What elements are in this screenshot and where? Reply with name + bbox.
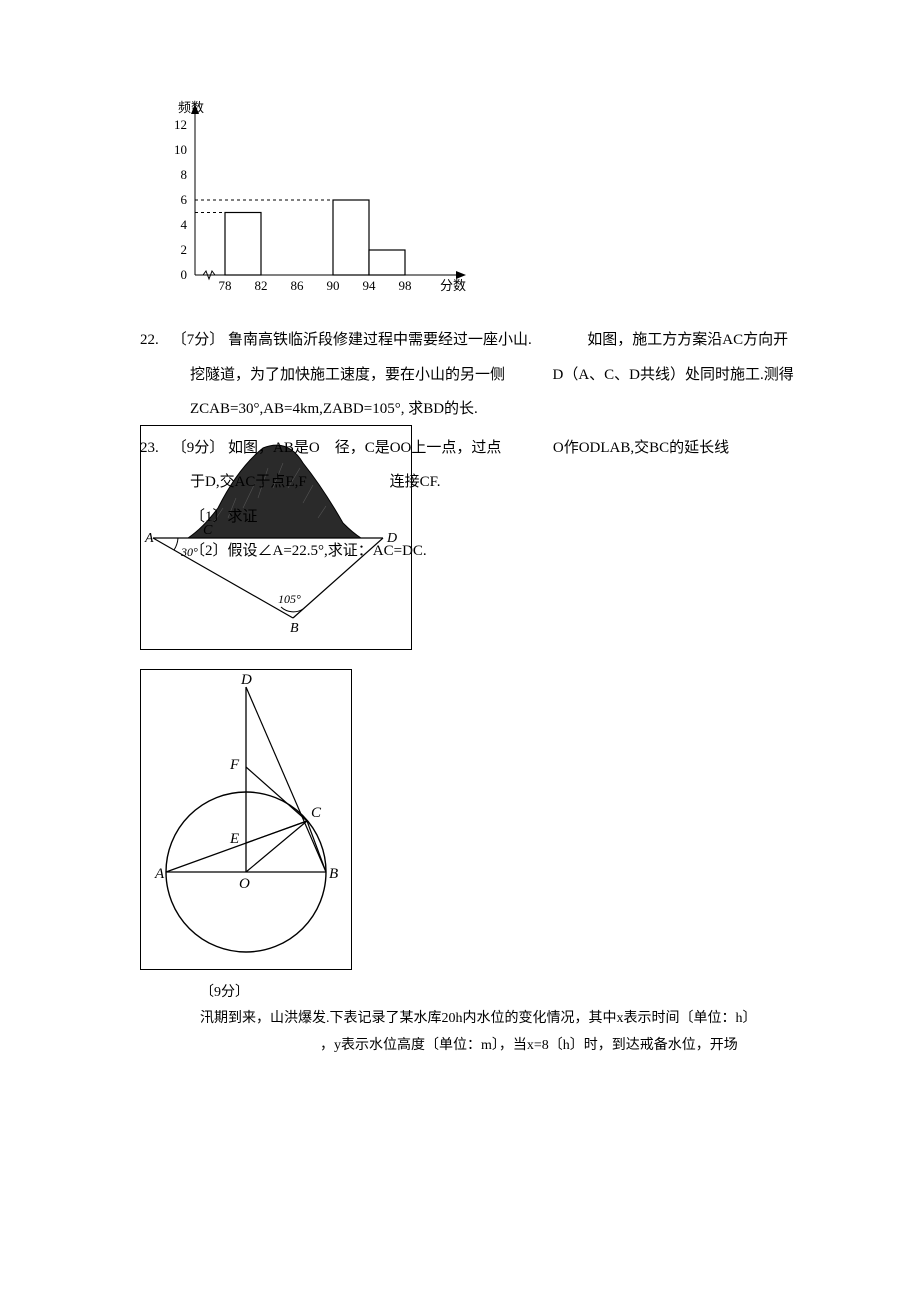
q23-text-1b: O作ODLAB,交BC的延长线 [553,440,729,456]
q22-line1: 22. 〔7分〕 鲁南高铁临沂段修建过程中需要经过一座小山. 如图，施工方方案沿… [140,323,810,358]
histogram-figure: 频数 0 2 4 6 8 10 12 78 82 86 [140,90,810,305]
label23-b: B [329,866,338,882]
bar-94-98 [369,250,405,275]
figure-23-box: A B O C D E F [140,669,352,970]
line-bd [246,687,326,872]
label23-c: C [311,805,322,821]
q23-text-block: 23. 〔9分〕 如图，AB是O直径，C是OO上一点，过点 O作ODLAB,交B… [140,431,810,569]
q22-text-1b: 如图，施工方方案沿AC方向开 [587,332,788,348]
q23-line2: 于D,交AC于点E,F是BE的中点,连接CF. [140,465,810,500]
label23-e: E [229,831,239,847]
problem-24: 〔9分〕汛期到来，山洪爆发.下表记录了某水库20h内水位的变化情况，其中x表示时… [140,980,810,1060]
label23-a: A [154,866,165,882]
label-b: B [290,621,299,634]
q23-text-2end: 连接CF. [390,474,441,490]
histogram-x-label: 分数 [440,278,466,293]
problem-23: 30° 105° A C D B 23. 〔9分〕 如图，AB是O直径，C是OO… [140,431,810,659]
q24-line2-text: ，y表示水位高度〔单位：m〕，当x=8〔h〕时，到达戒备水位，开场 [320,1038,738,1053]
histogram-svg: 频数 0 2 4 6 8 10 12 78 82 86 [140,90,475,300]
label23-f: F [229,757,240,773]
q22-points: 〔7分〕 [172,332,225,348]
line-co [246,821,307,872]
histogram-y-label: 频数 [178,100,204,115]
q22-text-3: ZCAB=30°,AB=4km,ZABD=105°, 求BD的长. [190,401,478,417]
bar-90-94 [333,200,369,275]
bar-78-82 [225,213,261,276]
q22-text-2b: D（A、C、D共线）处同时施工.测得 [553,367,794,383]
x-tick-94: 94 [363,278,377,293]
q23-text-1a: 如图，AB是O [228,440,320,456]
y-tick-12: 12 [174,117,187,132]
y-tick-6: 6 [181,192,188,207]
x-tick-82: 82 [255,278,268,293]
x-ticks: 78 82 86 90 94 98 [219,278,412,293]
problem-22: 22. 〔7分〕 鲁南高铁临沂段修建过程中需要经过一座小山. 如图，施工方方案沿… [140,323,810,427]
y-tick-0: 0 [181,267,188,282]
q23-number: 23. [140,431,168,466]
angle-abd-label: 105° [278,592,301,606]
q23-points: 〔9分〕 [172,440,225,456]
q22-text-1a: 鲁南高铁临沂段修建过程中需要经过一座小山. [228,332,532,348]
line-ce [246,821,307,843]
q23-sub1-text: 〔1〕求证 [190,509,258,525]
y-tick-10: 10 [174,142,187,157]
page-content: 频数 0 2 4 6 8 10 12 78 82 86 [0,0,920,1119]
q24-line1: 汛期到来，山洪爆发.下表记录了某水库20h内水位的变化情况，其中x表示时间〔单位… [200,1011,757,1026]
y-tick-4: 4 [181,217,188,232]
q22-number: 22. [140,323,168,358]
q23-sub1: 〔1〕求证 [140,500,810,535]
q24-points: 〔9分〕 [200,985,249,1000]
q23-text-2: 于D,交AC于点E,F [190,474,307,490]
x-tick-86: 86 [291,278,305,293]
q23-sub2: 〔2〕假设∠A=22.5°,求证：AC=DC. [140,534,810,569]
q22-line2: 挖隧道，为了加快施工速度，要在小山的另一侧 D（A、C、D共线）处同时施工.测得 [140,358,810,393]
y-tick-2: 2 [181,242,188,257]
x-tick-98: 98 [399,278,412,293]
label23-o: O [239,876,250,892]
q23-sub2-text: 〔2〕假设∠A=22.5°,求证：AC=DC. [190,543,427,559]
q24-line2: ，y表示水位高度〔单位：m〕，当x=8〔h〕时，到达戒备水位，开场 [200,1033,800,1060]
x-tick-78: 78 [219,278,232,293]
angle-abd-arc [281,607,303,612]
x-tick-90: 90 [327,278,340,293]
q22-text-2a: 挖隧道，为了加快施工速度，要在小山的另一侧 [190,367,505,383]
figure-23-svg: A B O C D E F [143,672,349,962]
y-tick-8: 8 [181,167,188,182]
line-cf [246,767,307,821]
q23-text-1mid: 径，C是OO上一点，过点 [335,440,502,456]
label23-d: D [240,672,252,688]
y-ticks: 0 2 4 6 8 10 12 [174,117,188,282]
q23-line1: 23. 〔9分〕 如图，AB是O直径，C是OO上一点，过点 O作ODLAB,交B… [140,431,810,466]
